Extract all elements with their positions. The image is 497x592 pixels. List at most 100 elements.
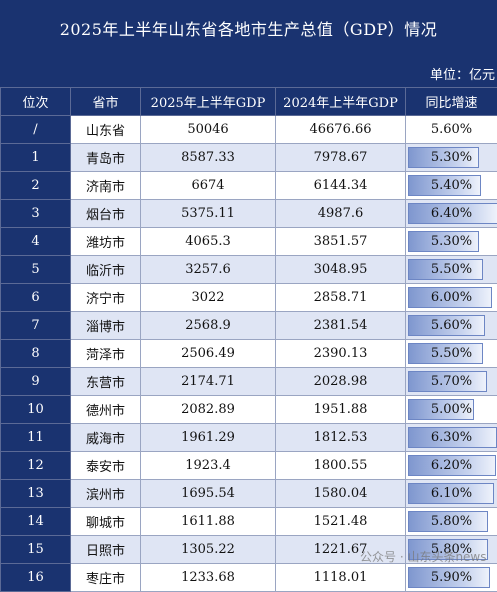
growth-value: 6.40% (406, 206, 497, 221)
growth-value: 5.90% (406, 570, 497, 585)
rank-cell: 3 (1, 200, 71, 228)
gdp-2024-cell: 1812.53 (276, 424, 406, 452)
rank-cell: 7 (1, 312, 71, 340)
gdp-2025-cell: 1305.22 (141, 536, 276, 564)
city-cell: 济宁市 (71, 284, 141, 312)
growth-value: 5.70% (406, 374, 497, 389)
growth-cell: 5.40% (406, 172, 497, 200)
growth-value: 5.30% (406, 150, 497, 165)
city-cell: 山东省 (71, 116, 141, 144)
growth-value: 5.80% (406, 514, 497, 529)
rank-cell: / (1, 116, 71, 144)
gdp-2025-cell: 6674 (141, 172, 276, 200)
growth-value: 6.20% (406, 458, 497, 473)
city-cell: 泰安市 (71, 452, 141, 480)
city-cell: 济南市 (71, 172, 141, 200)
gdp-2024-cell: 1800.55 (276, 452, 406, 480)
city-cell: 滨州市 (71, 480, 141, 508)
rank-cell: 8 (1, 340, 71, 368)
growth-value: 5.50% (406, 346, 497, 361)
gdp-2025-cell: 8587.33 (141, 144, 276, 172)
column-header-rank: 位次 (1, 88, 71, 116)
rank-cell: 5 (1, 256, 71, 284)
growth-value: 5.00% (406, 402, 497, 417)
growth-value: 5.40% (406, 178, 497, 193)
city-cell: 潍坊市 (71, 228, 141, 256)
header: 2025年上半年山东省各地市生产总值（GDP）情况 单位：亿元 (0, 0, 497, 87)
city-cell: 青岛市 (71, 144, 141, 172)
gdp-2024-cell: 46676.66 (276, 116, 406, 144)
growth-cell: 5.80% (406, 508, 497, 536)
city-cell: 烟台市 (71, 200, 141, 228)
column-header-city: 省市 (71, 88, 141, 116)
growth-value: 6.00% (406, 290, 497, 305)
city-cell: 枣庄市 (71, 564, 141, 592)
gdp-2024-cell: 2390.13 (276, 340, 406, 368)
growth-value: 6.30% (406, 430, 497, 445)
growth-cell: 5.30% (406, 144, 497, 172)
gdp-2024-cell: 3048.95 (276, 256, 406, 284)
rank-cell: 11 (1, 424, 71, 452)
gdp-2025-cell: 3257.6 (141, 256, 276, 284)
city-cell: 东营市 (71, 368, 141, 396)
rank-cell: 9 (1, 368, 71, 396)
rank-cell: 15 (1, 536, 71, 564)
city-cell: 威海市 (71, 424, 141, 452)
rank-cell: 13 (1, 480, 71, 508)
gdp-2025-cell: 4065.3 (141, 228, 276, 256)
city-cell: 临沂市 (71, 256, 141, 284)
column-header-growth: 同比增速 (406, 88, 497, 116)
gdp-2025-cell: 50046 (141, 116, 276, 144)
table-header-row: 位次 省市 2025年上半年GDP 2024年上半年GDP 同比增速 (1, 88, 497, 116)
gdp-2024-cell: 2381.54 (276, 312, 406, 340)
growth-cell: 5.00% (406, 396, 497, 424)
growth-cell: 5.70% (406, 368, 497, 396)
gdp-2025-cell: 2568.9 (141, 312, 276, 340)
growth-cell: 5.90% (406, 564, 497, 592)
growth-cell: 5.50% (406, 256, 497, 284)
gdp-2024-cell: 2858.71 (276, 284, 406, 312)
growth-cell: 6.30% (406, 424, 497, 452)
growth-cell: 5.60% (406, 116, 497, 144)
gdp-2024-cell: 3851.57 (276, 228, 406, 256)
gdp-2024-cell: 7978.67 (276, 144, 406, 172)
gdp-2025-cell: 5375.11 (141, 200, 276, 228)
page-title: 2025年上半年山东省各地市生产总值（GDP）情况 (0, 16, 497, 40)
column-header-gdp-2024: 2024年上半年GDP (276, 88, 406, 116)
rank-cell: 2 (1, 172, 71, 200)
gdp-2025-cell: 3022 (141, 284, 276, 312)
city-cell: 德州市 (71, 396, 141, 424)
gdp-2024-cell: 1951.88 (276, 396, 406, 424)
city-cell: 聊城市 (71, 508, 141, 536)
gdp-2024-cell: 1521.48 (276, 508, 406, 536)
gdp-2025-cell: 1923.4 (141, 452, 276, 480)
city-cell: 日照市 (71, 536, 141, 564)
gdp-2024-cell: 4987.6 (276, 200, 406, 228)
growth-cell: 6.40% (406, 200, 497, 228)
gdp-2024-cell: 1118.01 (276, 564, 406, 592)
growth-value: 5.30% (406, 234, 497, 249)
gdp-2025-cell: 2082.89 (141, 396, 276, 424)
gdp-2025-cell: 2174.71 (141, 368, 276, 396)
rank-cell: 10 (1, 396, 71, 424)
growth-cell: 5.30% (406, 228, 497, 256)
gdp-2025-cell: 1695.54 (141, 480, 276, 508)
gdp-2025-cell: 1961.29 (141, 424, 276, 452)
gdp-2025-cell: 2506.49 (141, 340, 276, 368)
growth-value: 5.60% (406, 122, 497, 137)
rank-cell: 14 (1, 508, 71, 536)
